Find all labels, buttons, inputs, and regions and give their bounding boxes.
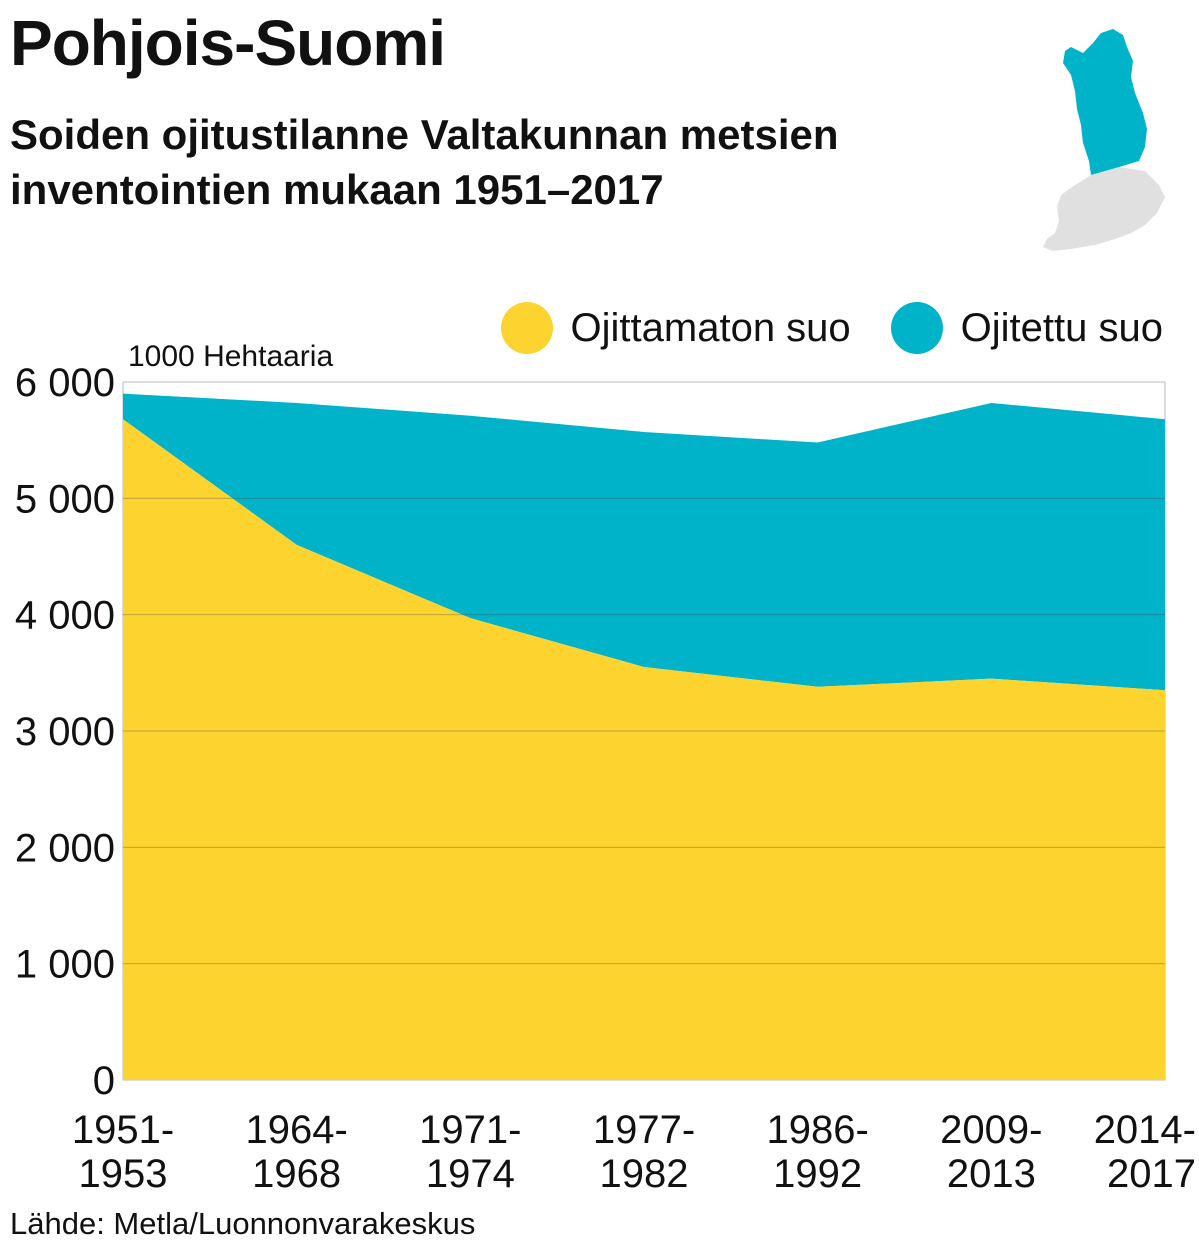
x-tick-label: 2009-2013 <box>940 1108 1042 1196</box>
finland-south-region <box>1043 167 1165 251</box>
chart-title: Pohjois-Suomi <box>10 7 446 79</box>
y-tick-label: 0 <box>93 1059 115 1103</box>
x-tick-label: 1986-1992 <box>767 1108 869 1196</box>
x-tick-label: 1964-1968 <box>246 1108 348 1196</box>
legend-label-undrained: Ojittamaton suo <box>570 306 851 350</box>
chart-subtitle: Soiden ojitustilanne Valtakunnan metsien… <box>10 111 839 213</box>
y-tick-label: 4 000 <box>15 594 115 638</box>
y-tick-label: 5 000 <box>15 477 115 521</box>
x-tick-label: 1971-1974 <box>419 1108 521 1196</box>
y-tick-label: 1 000 <box>15 943 115 987</box>
y-tick-label: 3 000 <box>15 710 115 754</box>
legend-swatch-drained <box>890 302 943 354</box>
x-tick-label: 2014-2017 <box>1094 1108 1196 1196</box>
source-note: Lähde: Metla/Luonnonvarakeskus <box>10 1206 476 1241</box>
legend-item-undrained: Ojittamaton suo <box>500 302 851 354</box>
legend-swatch-undrained <box>500 302 553 354</box>
y-axis-unit-label: 1000 Hehtaaria <box>128 340 334 373</box>
legend: Ojittamaton suo Ojitettu suo <box>500 302 1163 354</box>
y-tick-label: 2 000 <box>15 826 115 870</box>
area-series-undrained <box>123 419 1165 1080</box>
finland-map-icon <box>1043 29 1165 251</box>
x-tick-label: 1951-1953 <box>72 1108 174 1196</box>
y-tick-label: 6 000 <box>15 361 115 405</box>
legend-label-drained: Ojitettu suo <box>960 306 1163 350</box>
area-series-drained <box>123 393 1165 691</box>
finland-north-region <box>1063 29 1147 175</box>
x-tick-label: 1977-1982 <box>593 1108 695 1196</box>
legend-item-drained: Ojitettu suo <box>890 302 1163 354</box>
